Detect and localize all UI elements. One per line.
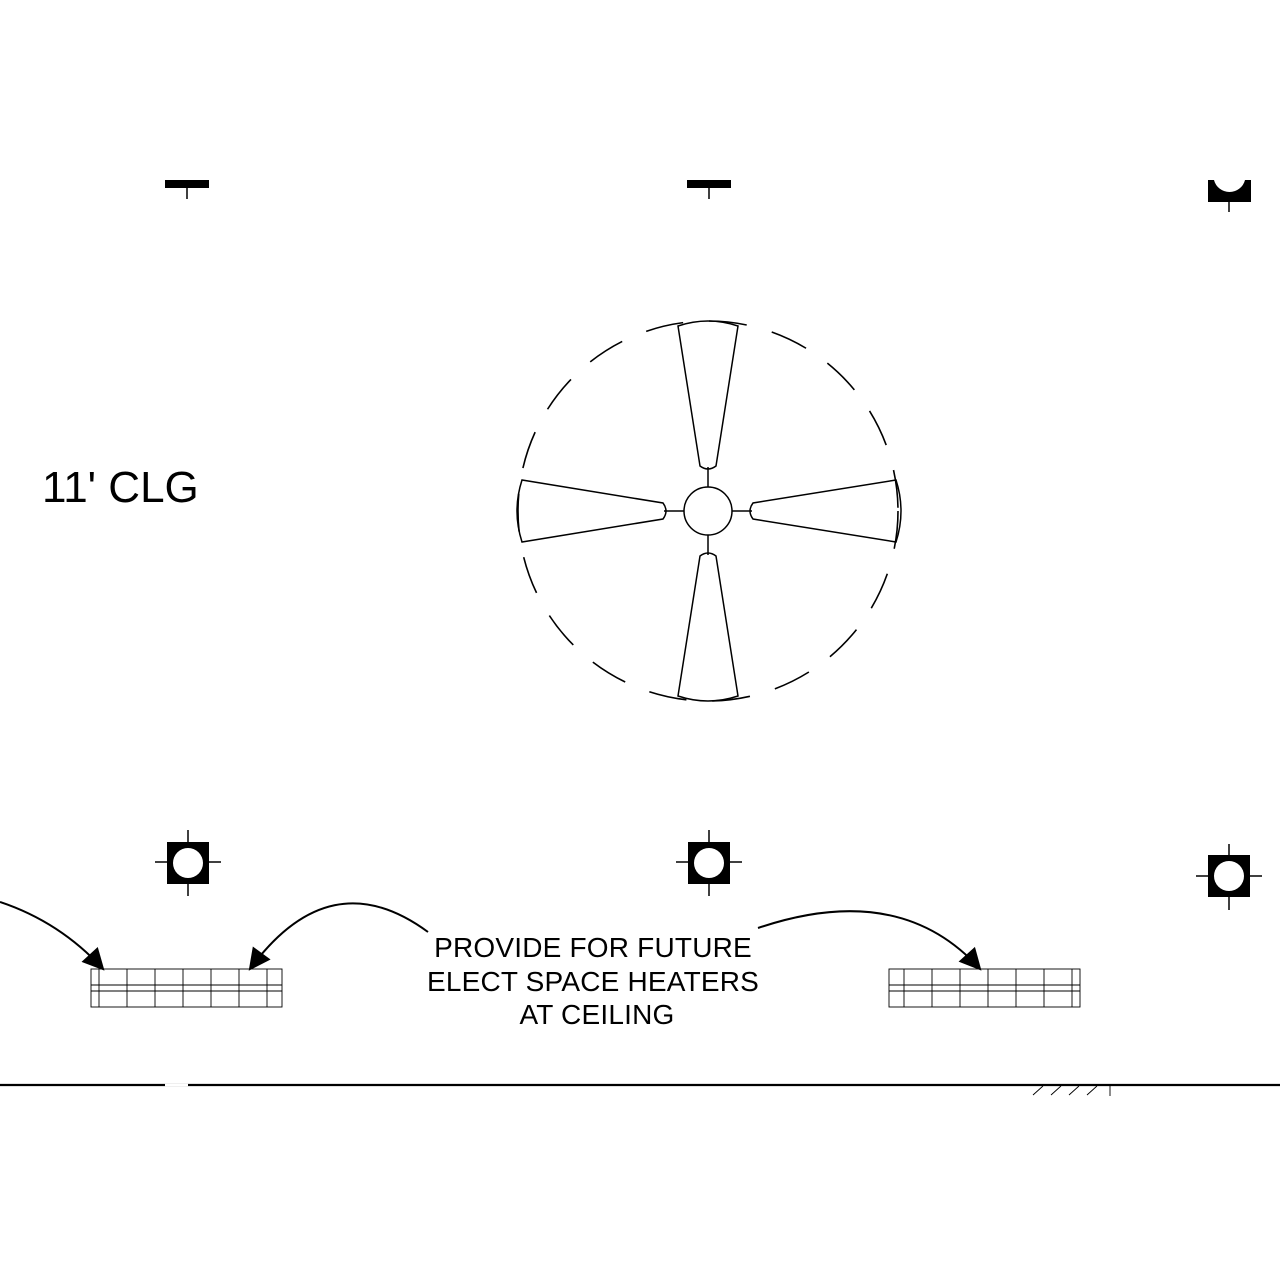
leader-arrow-right [757,910,982,971]
downlight-top-left [165,180,209,199]
wall-hatch [1032,1085,1111,1096]
electric-space-heater-left [90,968,283,1008]
heater-note: PROVIDE FOR FUTURE ELECT SPACE HEATERS A… [427,932,767,1030]
ceiling-fan-icon [516,320,902,702]
heater-note-line-3: AT CEILING [519,999,674,1030]
heater-note-line-1: PROVIDE FOR FUTURE [434,932,752,963]
ceiling-height-label: 11' CLG [42,463,199,512]
recessed-downlight-right [1196,844,1262,910]
leader-arrow-far-left [0,901,105,971]
recessed-downlight-left [155,830,221,896]
electric-space-heater-right [888,968,1081,1008]
recessed-downlight-center [676,830,742,896]
downlight-top-right [1208,180,1251,212]
leader-arrow-left [248,902,429,971]
downlight-top-center [687,180,731,199]
heater-note-line-2: ELECT SPACE HEATERS [427,966,759,997]
